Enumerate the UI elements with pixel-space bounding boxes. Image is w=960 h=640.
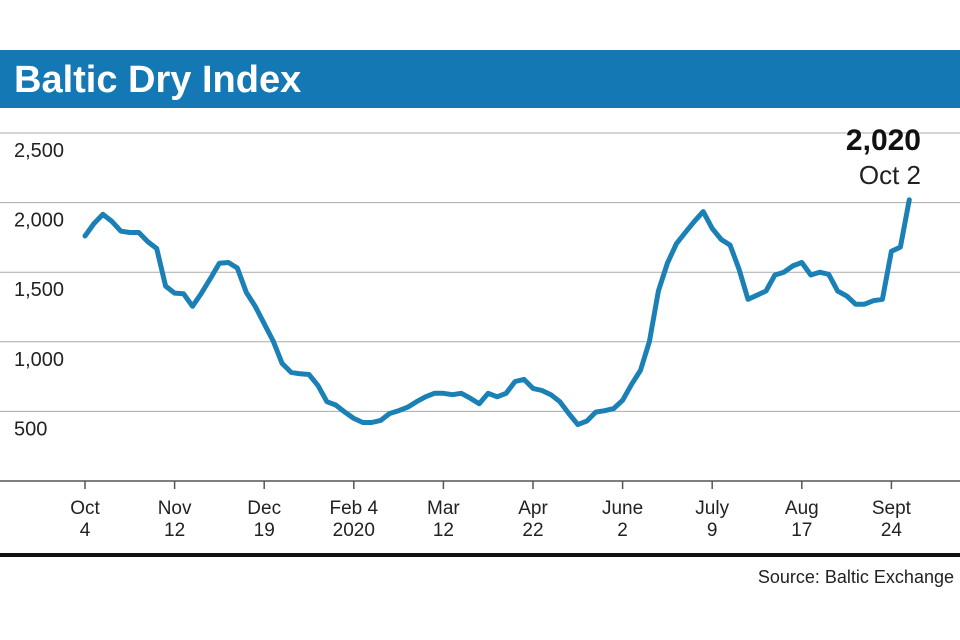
- x-tick-label: Aug 17: [785, 498, 819, 541]
- source: Source: Baltic Exchange: [758, 567, 954, 587]
- y-tick-label: 1,000: [14, 349, 64, 371]
- x-tick-label: Sept 24: [872, 498, 912, 541]
- x-tick-label: Apr 22: [518, 498, 548, 541]
- x-tick-label: Oct 4: [70, 498, 100, 541]
- annotation-value: 2,020: [846, 124, 921, 157]
- y-tick-label: 1,500: [14, 279, 64, 301]
- data-line: [82, 197, 912, 428]
- y-tick-label: 2,500: [14, 140, 64, 162]
- x-tick-label: June 2: [602, 498, 643, 541]
- footer-rule: [0, 553, 960, 557]
- chart-title: Baltic Dry Index: [14, 59, 301, 101]
- x-tick-label: Nov 12: [158, 498, 192, 541]
- y-tick-label: 500: [14, 418, 47, 440]
- x-tick-label: July 9: [695, 498, 729, 541]
- title-bar: [0, 50, 960, 108]
- x-tick-label: Feb 4 2020: [330, 498, 379, 541]
- x-tick-label: Dec 19: [247, 498, 281, 541]
- x-tick-label: Mar 12: [427, 498, 460, 541]
- y-tick-label: 2,000: [14, 210, 64, 232]
- annotation-date: Oct 2: [859, 160, 921, 190]
